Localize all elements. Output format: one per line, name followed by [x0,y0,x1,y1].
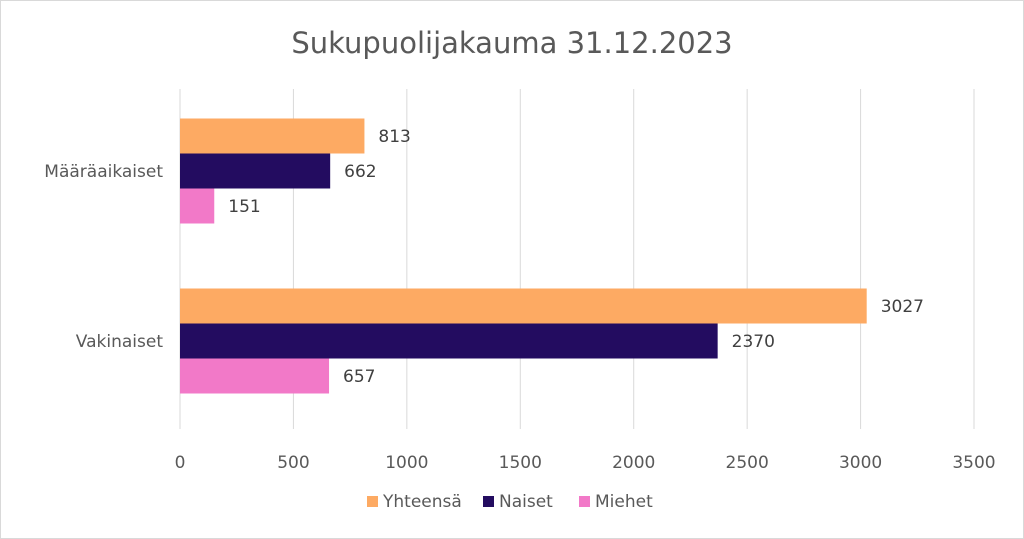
x-tick-label: 3500 [952,453,995,473]
legend-swatch [367,496,378,507]
legend-label: Yhteensä [382,492,462,512]
legend-swatch [579,496,590,507]
bar [180,153,331,189]
x-tick-label: 1500 [499,453,542,473]
category-label: Vakinaiset [76,332,164,352]
axes: 0 500 1000 1500 2000 2500 3000 3500 Määräaikaise… [44,162,995,473]
data-label: 2370 [732,332,775,352]
legend-label: Miehet [595,492,653,512]
bar [180,288,867,324]
x-tick-label: 1000 [385,453,428,473]
category-label: Määräaikaiset [44,162,163,182]
legend-swatch [483,496,494,507]
chart-title: Sukupuolijakauma 31.12.2023 [291,26,732,60]
data-label: 3027 [881,297,924,317]
bar [180,358,330,394]
x-tick-label: 0 [175,453,186,473]
bar [180,118,365,154]
legend: Yhteensä Naiset Miehet [367,492,653,512]
data-label: 151 [228,197,260,217]
data-label: 813 [378,127,410,147]
bar [180,323,718,359]
x-tick-label: 2000 [612,453,655,473]
x-tick-label: 500 [277,453,309,473]
bar [180,188,215,224]
bars [180,118,867,394]
legend-label: Naiset [499,492,553,512]
x-tick-label: 2500 [726,453,769,473]
data-label: 662 [344,162,376,182]
x-tick-label: 3000 [839,453,882,473]
data-label: 657 [343,367,375,387]
